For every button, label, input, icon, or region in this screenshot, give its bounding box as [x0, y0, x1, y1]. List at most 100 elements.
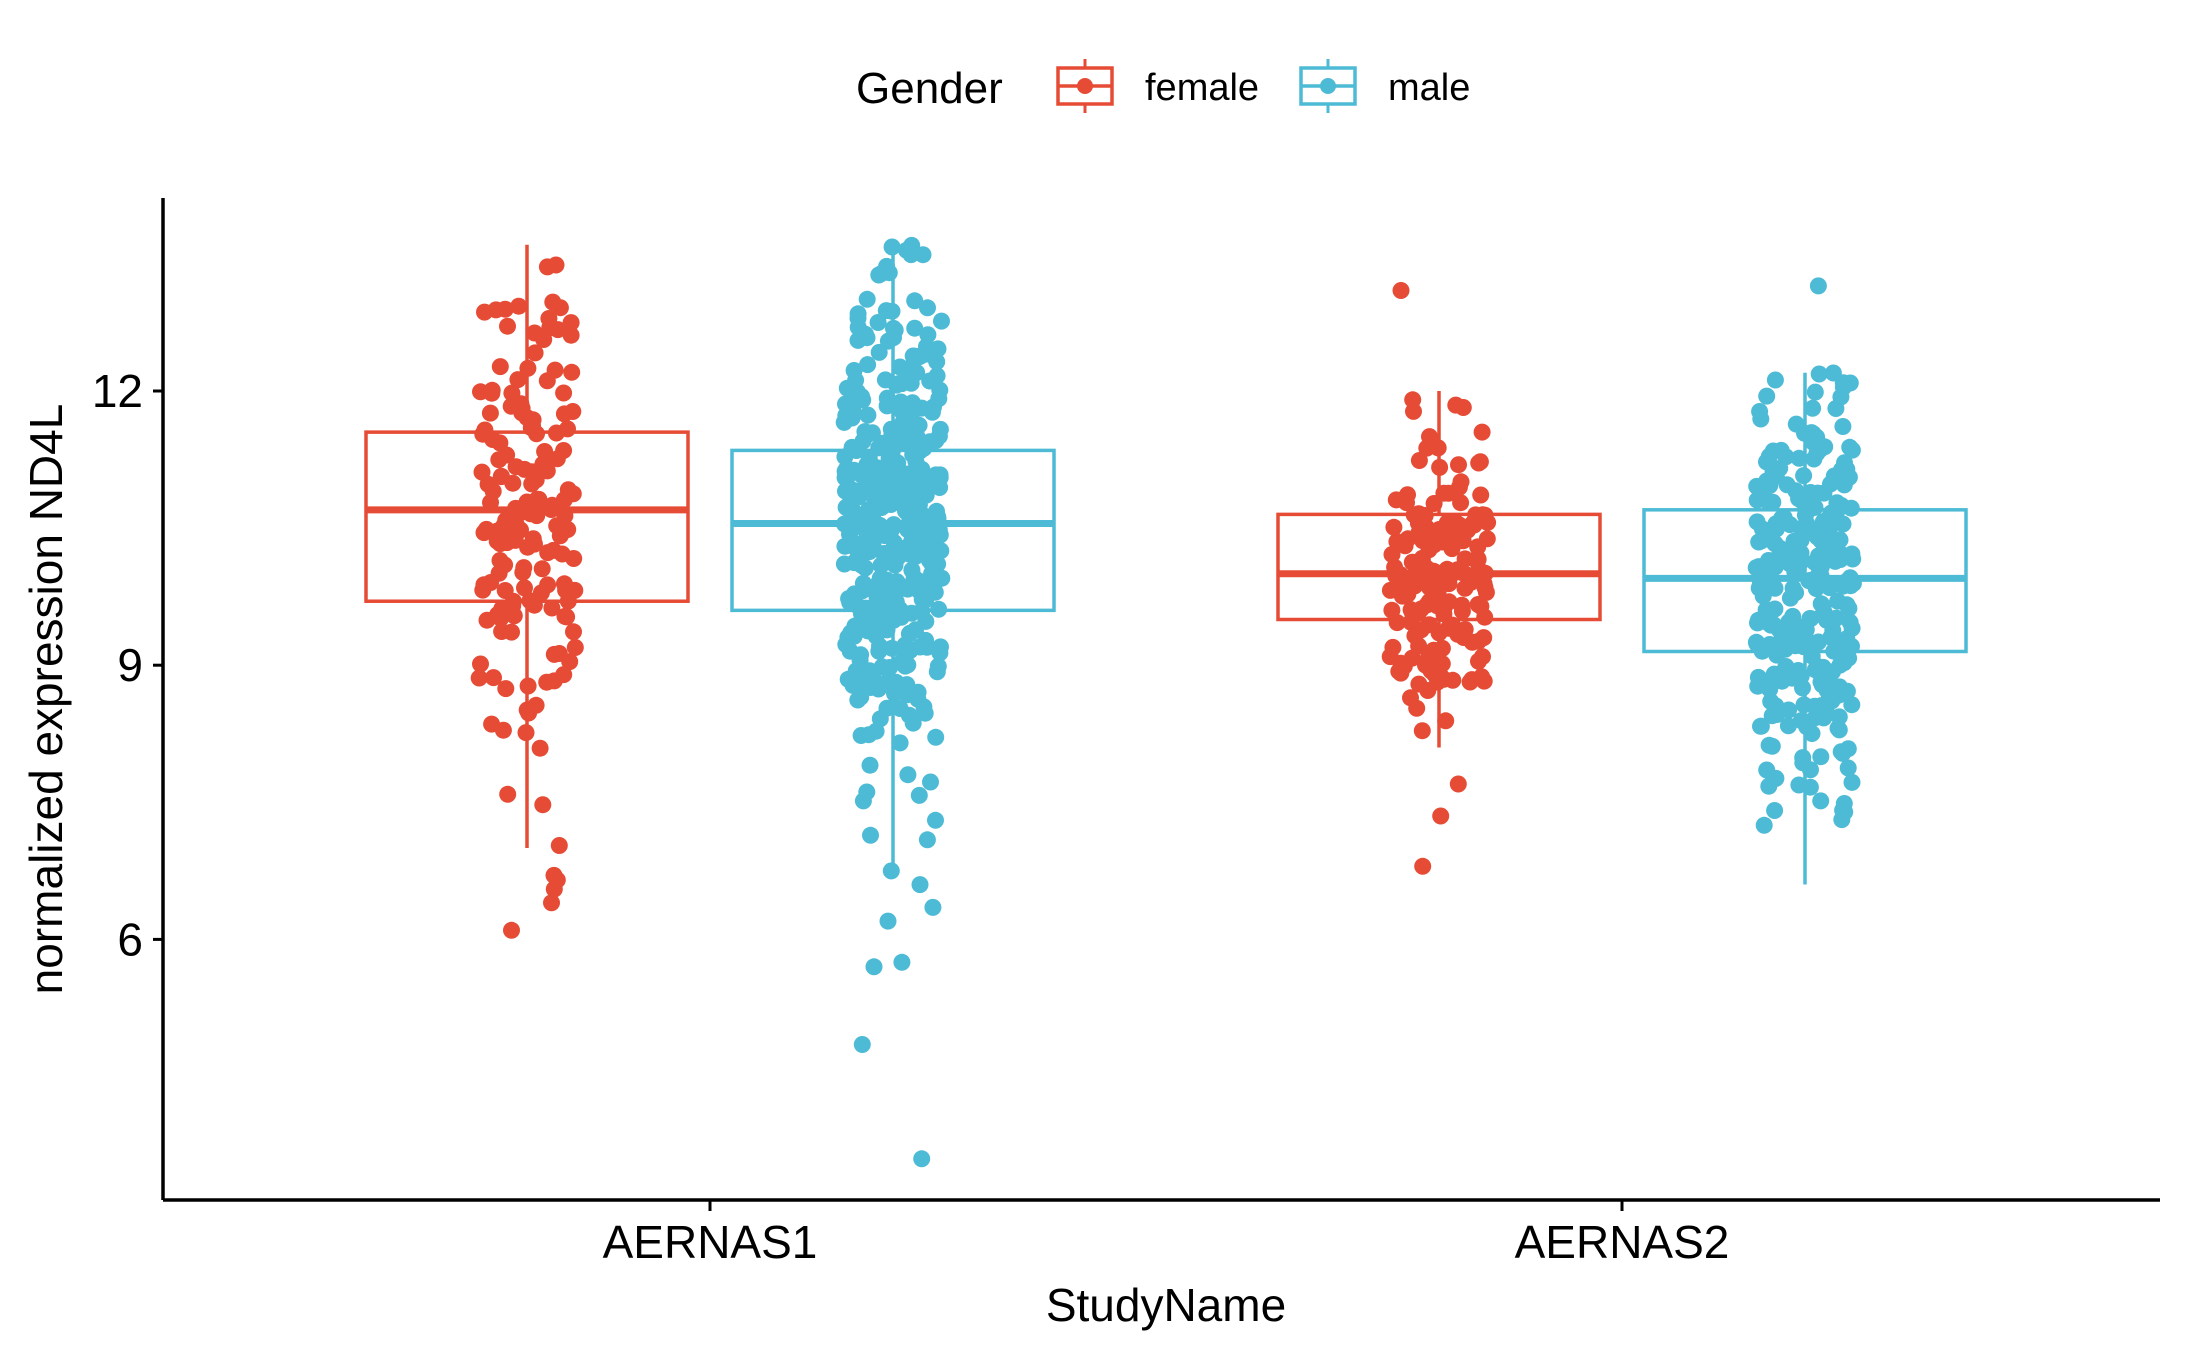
- jitter-points: [835, 236, 951, 1168]
- data-point: [519, 359, 537, 377]
- data-point: [556, 507, 574, 525]
- data-point: [1798, 515, 1816, 533]
- data-point: [1403, 553, 1421, 571]
- data-point: [1752, 532, 1770, 550]
- data-point: [555, 666, 573, 684]
- data-point: [1810, 365, 1828, 383]
- legend-title: Gender: [856, 64, 1003, 113]
- data-point: [1421, 649, 1439, 667]
- data-point: [1413, 570, 1431, 588]
- data-point: [544, 293, 562, 311]
- data-point: [1431, 458, 1449, 476]
- data-point: [1839, 740, 1857, 758]
- data-point: [503, 384, 521, 402]
- data-point: [892, 479, 910, 497]
- data-point: [525, 596, 543, 614]
- data-point: [534, 455, 552, 473]
- data-point: [555, 384, 573, 402]
- outlier-point: [913, 1150, 931, 1168]
- data-point: [1833, 461, 1850, 479]
- data-point: [1469, 551, 1487, 568]
- data-point: [1843, 773, 1861, 791]
- data-point: [1440, 484, 1457, 502]
- data-point: [1470, 632, 1487, 650]
- data-point: [1450, 456, 1467, 474]
- data-point: [1792, 667, 1810, 685]
- outlier-point: [503, 921, 520, 939]
- data-point: [545, 645, 563, 663]
- data-point: [1804, 573, 1822, 591]
- data-point: [1383, 601, 1401, 619]
- x-tick-label: AERNAS1: [603, 1216, 818, 1268]
- data-point: [490, 451, 508, 469]
- data-point: [1406, 627, 1424, 645]
- data-point: [1766, 535, 1784, 553]
- data-point: [1760, 736, 1778, 754]
- data-point: [1476, 608, 1494, 626]
- data-point: [927, 811, 944, 829]
- data-point: [906, 347, 924, 365]
- data-point: [1835, 795, 1853, 812]
- data-point: [1387, 491, 1405, 509]
- data-point: [536, 443, 554, 460]
- data-point: [893, 403, 911, 421]
- data-point: [1766, 802, 1784, 819]
- data-point: [1383, 546, 1401, 563]
- data-point: [858, 290, 876, 308]
- data-point: [910, 786, 928, 804]
- data-point: [1443, 520, 1461, 538]
- data-point: [1403, 604, 1421, 622]
- data-point: [543, 496, 561, 514]
- data-point: [482, 494, 499, 511]
- data-point: [473, 463, 491, 481]
- data-point: [919, 326, 937, 344]
- data-point: [1806, 498, 1824, 516]
- data-point: [862, 620, 879, 638]
- jitter-points: [470, 256, 584, 939]
- data-point: [502, 601, 520, 619]
- data-point: [1812, 748, 1830, 766]
- outlier-point: [1414, 857, 1432, 875]
- data-point: [1408, 699, 1426, 717]
- data-point: [477, 520, 495, 538]
- x-axis-title: StudyName: [1046, 1279, 1286, 1331]
- data-point: [1809, 484, 1827, 502]
- axis-ticks: 6 9 12 AERNAS1 AERNAS2: [92, 365, 1730, 1268]
- data-point: [874, 497, 892, 515]
- data-point: [1799, 713, 1817, 731]
- data-point: [497, 680, 515, 698]
- data-point: [921, 342, 939, 360]
- data-point: [503, 623, 520, 641]
- data-point: [496, 582, 514, 599]
- data-point: [906, 292, 924, 310]
- data-point: [1839, 759, 1857, 777]
- data-point: [1780, 701, 1798, 719]
- data-point: [880, 467, 898, 485]
- data-point: [1470, 652, 1487, 670]
- data-point: [883, 238, 901, 256]
- data-point: [876, 371, 894, 389]
- data-point: [1821, 579, 1839, 597]
- data-point: [1452, 494, 1470, 512]
- data-point: [534, 796, 552, 814]
- outlier-point: [882, 862, 900, 880]
- data-point: [1802, 610, 1820, 628]
- data-point: [1792, 531, 1810, 549]
- data-point: [923, 553, 941, 571]
- data-point: [1750, 636, 1768, 654]
- data-point: [1762, 693, 1780, 710]
- data-point: [856, 423, 874, 441]
- legend-label-female: female: [1145, 67, 1259, 109]
- data-point: [476, 303, 493, 321]
- data-point: [891, 734, 909, 752]
- data-point: [1843, 696, 1861, 714]
- data-point: [883, 302, 901, 320]
- data-point: [1832, 497, 1850, 514]
- data-point: [1792, 544, 1810, 562]
- data-point: [893, 640, 911, 658]
- data-point: [845, 362, 863, 379]
- data-point: [562, 314, 580, 332]
- data-point: [852, 727, 870, 744]
- data-point: [516, 579, 533, 597]
- data-point: [1748, 513, 1766, 531]
